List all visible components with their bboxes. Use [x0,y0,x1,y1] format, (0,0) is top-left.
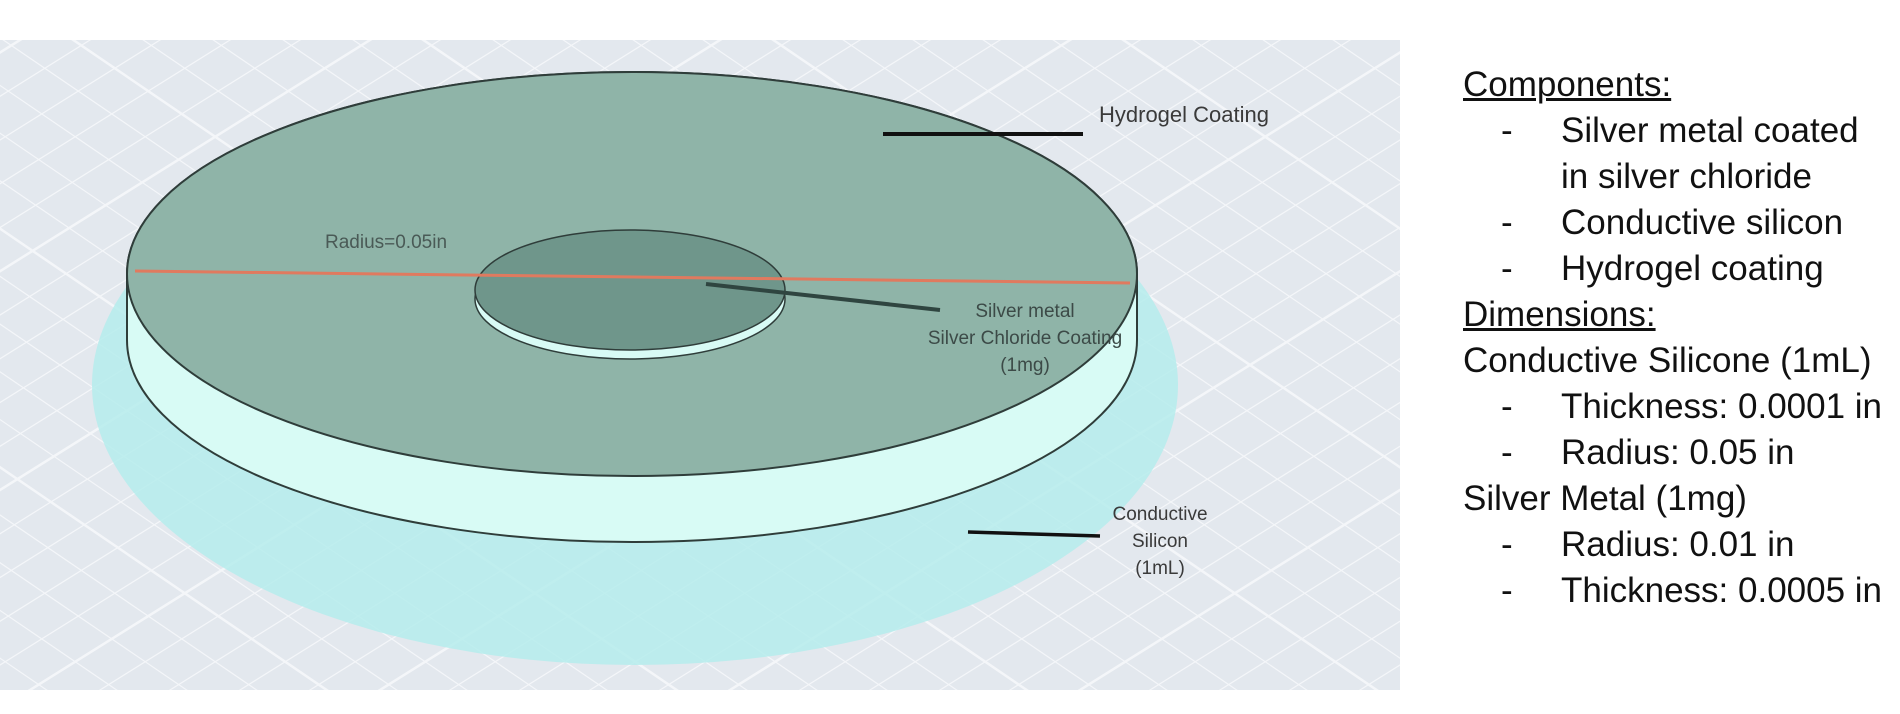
silver-label-line-2: Silver Chloride Coating [927,328,1123,349]
dimension-item: - Thickness: 0.0005 in [1463,568,1893,614]
component-item: - Conductive silicon [1463,200,1893,246]
grid-line [1052,40,1400,278]
grid-line [0,609,118,690]
components-heading: Components: [1463,65,1672,104]
radius-label: Radius=0.05in [325,232,448,253]
bullet-dash: - [1501,433,1513,472]
dimension-item: - Thickness: 0.0001 in [1463,384,1893,430]
component-text: Hydrogel coating [1561,249,1824,288]
grid-line [1148,533,1400,690]
grid-line [0,514,258,690]
dimension-text: Thickness: 0.0005 in [1561,571,1883,610]
metal-heading: Silver Metal (1mg) [1463,479,1747,518]
bullet-dash: - [1501,525,1513,564]
disc-diagram [0,40,1400,690]
component-item: - Silver metal coated in silver chloride [1463,108,1893,200]
grid-line [938,401,1400,690]
silver-label-line-3: (1mg) [1000,355,1050,376]
silver-leader-line [705,282,941,312]
grid-line [1262,40,1400,134]
grid-line [0,418,398,690]
bullet-dash: - [1501,111,1513,150]
component-item: - Hydrogel coating [1463,246,1893,292]
bullet-dash: - [1501,203,1513,242]
silver-label-line-1: Silver metal [975,301,1075,322]
radius-line [134,269,1131,285]
grid-line [0,40,302,229]
dimension-text: Radius: 0.01 in [1561,525,1795,564]
conductive-silicon-label: Conductive Silicon (1mL) [1095,501,1225,582]
grid-line [0,40,232,185]
dimensions-heading: Dimensions: [1463,295,1656,334]
specification-panel: Components: - Silver metal coated in sil… [1463,62,1893,614]
dimension-item: - Radius: 0.05 in [1463,430,1893,476]
component-text: Silver metal coated in silver chloride [1561,111,1859,196]
silicon-label-line-3: (1mL) [1135,558,1185,579]
silver-metal-label: Silver metal Silver Chloride Coating (1m… [905,298,1145,379]
silicon-label-line-2: Silicon [1132,531,1188,552]
grid-line [1218,576,1400,690]
grid-line [1192,40,1400,182]
dimension-item: - Radius: 0.01 in [1463,522,1893,568]
silicone-heading: Conductive Silicone (1mL) [1463,341,1872,380]
grid-line [1077,488,1400,690]
grid-line [0,40,162,141]
grid-line [0,562,188,690]
bullet-dash: - [1501,387,1513,426]
silver-disc-top [474,229,786,351]
hydrogel-coating-label: Hydrogel Coating [1099,102,1269,127]
dimension-text: Radius: 0.05 in [1561,433,1795,472]
grid-line [0,465,329,690]
dimension-text: Thickness: 0.0001 in [1561,387,1883,426]
model-viewport: Hydrogel Coating Radius=0.05in Silver me… [0,40,1400,690]
silicon-label-line-1: Conductive [1112,504,1208,525]
component-text: Conductive silicon [1561,203,1844,242]
bullet-dash: - [1501,249,1513,288]
grid-line [1008,445,1400,690]
bullet-dash: - [1501,571,1513,610]
silicon-leader-line [967,530,1101,538]
grid-line [982,40,1400,325]
grid-line [842,40,1400,421]
grid-line [1121,40,1400,231]
grid-line [0,40,373,273]
grid-line [912,40,1400,373]
